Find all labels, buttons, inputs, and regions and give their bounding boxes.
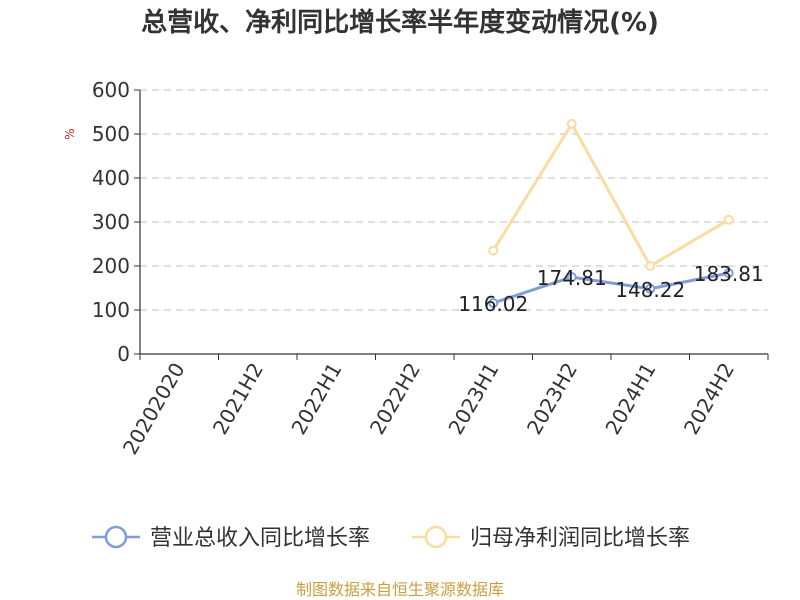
y-tick-label: 0 [117, 342, 130, 366]
data-label: 116.02 [458, 292, 528, 316]
data-label: 174.81 [537, 266, 607, 290]
y-tick-labels: 0 100 200 300 400 500 600 [92, 78, 130, 366]
grid-lines [140, 89, 768, 311]
data-label: 183.81 [694, 262, 764, 286]
x-tick-label: 2024H1 [600, 359, 660, 439]
data-point[interactable] [566, 118, 577, 129]
y-tick-label: 100 [92, 298, 130, 322]
series-line-2 [491, 122, 730, 268]
y-tick-label: 200 [92, 254, 130, 278]
data-point[interactable] [488, 245, 499, 256]
chart-title: 总营收、净利同比增长率半年度变动情况(%) [141, 7, 659, 38]
y-tick-label: 600 [92, 78, 130, 102]
x-tick-label: 2021H2 [208, 359, 268, 439]
legend-label: 归母净利润同比增长率 [470, 526, 690, 551]
x-tick-label: 2022H1 [286, 359, 346, 439]
y-tick-label: 400 [92, 166, 130, 190]
series [488, 118, 734, 308]
data-point[interactable] [723, 214, 734, 225]
series-line-1 [492, 271, 730, 305]
y-tick-label: 300 [92, 210, 130, 234]
x-tick-label: 2022H2 [365, 359, 425, 439]
legend-item[interactable]: 营业总收入同比增长率 [92, 525, 370, 551]
x-tick-labels: 20202020 2021H2 2022H1 2022H2 2023H1 2023H2 20… [118, 359, 739, 459]
data-label: 148.22 [615, 278, 685, 302]
data-point[interactable] [723, 268, 734, 279]
source-note: 制图数据来自恒生聚源数据库 [296, 580, 504, 599]
legend-item[interactable]: 归母净利润同比增长率 [412, 525, 690, 551]
x-tick-label: 2023H2 [522, 359, 582, 439]
legend-marker-icon [104, 525, 128, 549]
y-axis-unit: % [63, 128, 77, 139]
x-tick-label: 2024H2 [679, 359, 739, 439]
legend-label: 营业总收入同比增长率 [150, 526, 370, 551]
y-tick-label: 500 [92, 122, 130, 146]
legend-marker-icon [424, 525, 448, 549]
x-tick-label: 2023H1 [443, 359, 503, 439]
x-tick-label: 20202020 [118, 359, 190, 459]
data-point[interactable] [488, 297, 499, 308]
data-point[interactable] [645, 283, 656, 294]
data-labels: 116.02 174.81 148.22 183.81 [458, 262, 763, 316]
axes [134, 89, 769, 360]
data-point[interactable] [566, 272, 577, 283]
data-point[interactable] [645, 261, 656, 271]
legend: 营业总收入同比增长率 归母净利润同比增长率 [92, 525, 690, 551]
